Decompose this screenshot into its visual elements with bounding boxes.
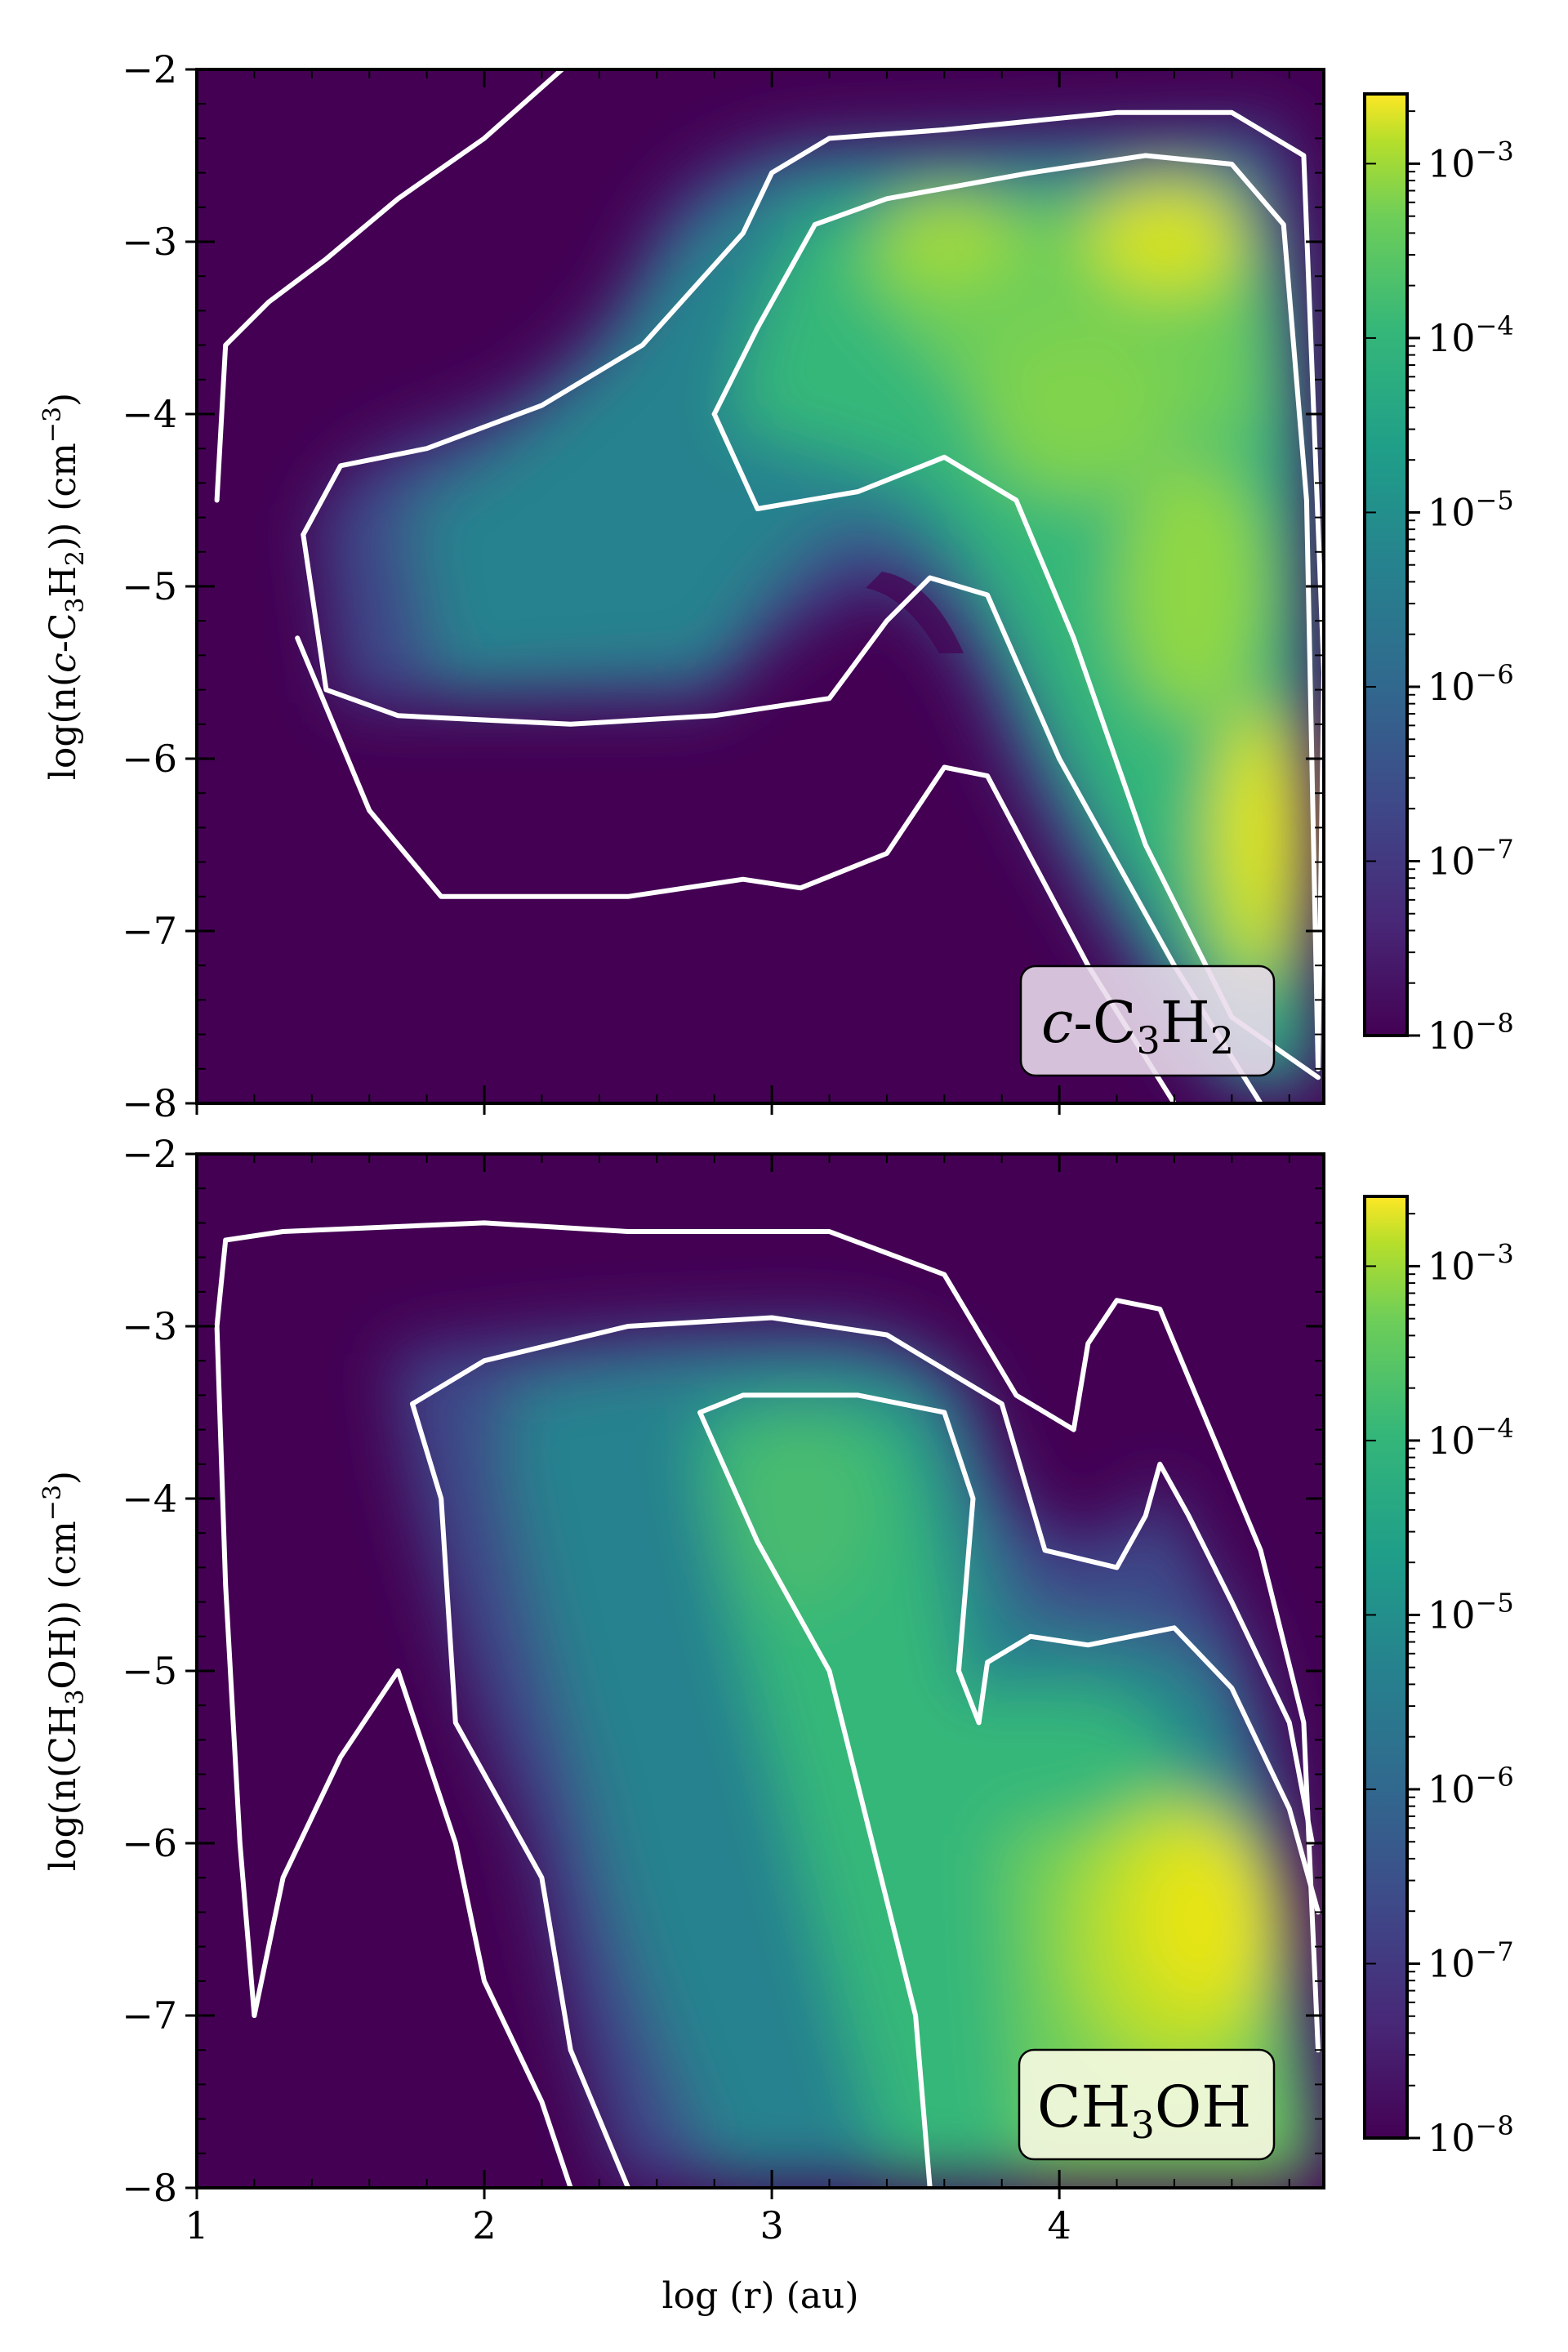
contour-line-mid (301, 109, 1324, 1071)
colorbar-tick-label: 10−8 (1428, 1008, 1514, 1058)
y-tick-label: −7 (122, 1993, 177, 2038)
panel-ch3oh: −8 −7 −6 −5 −4 −3 −2 1 2 3 4 CH3OH log(n(CH3OH)) … (38, 1132, 1325, 2317)
contour-line-inner (697, 1392, 982, 2188)
y-tick-label: −8 (122, 1081, 177, 1125)
contour-line-outer (214, 69, 565, 503)
colorbar-tick-label: 10−5 (1428, 1587, 1514, 1637)
x-tick-label: 2 (472, 2203, 496, 2247)
x-tick-label: 4 (1047, 2203, 1071, 2247)
y-axis-label-bot: log(n(CH3OH)) (cm−3) (38, 1471, 90, 1871)
colorbar-tick-label: 10−4 (1428, 1413, 1514, 1463)
ticks-top (185, 68, 1324, 1115)
colorbar-tick-label: 10−6 (1428, 659, 1514, 709)
colorbar-tick-label: 10−7 (1428, 1936, 1514, 1985)
y-tick-labels-bot: −8 −7 −6 −5 −4 −3 −2 (122, 1132, 177, 2210)
colorbar-tick-label: 10−7 (1428, 833, 1514, 883)
y-tick-label: −2 (122, 1132, 177, 1176)
contour-line-outer (214, 1220, 1321, 2053)
species-label-bot: CH3OH (1037, 2074, 1251, 2147)
colorbar-tick-label: 10−3 (1428, 136, 1514, 185)
colorbar-bot: 10−8 10−7 10−6 10−5 10−4 10−3 (1363, 1195, 1514, 2160)
contour-line-outer_left (252, 1668, 573, 2188)
species-label-top: c-C3H2 (1041, 989, 1234, 1062)
y-tick-label: −5 (122, 564, 177, 608)
contour-line-mid_inner (976, 1625, 1321, 1915)
contours-top (214, 69, 1324, 1103)
y-tick-label: −2 (122, 47, 177, 91)
colorbar-ticks-top: 10−8 10−7 10−6 10−5 10−4 10−3 (1365, 110, 1514, 1058)
colorbar-top: 10−8 10−7 10−6 10−5 10−4 10−3 (1363, 92, 1514, 1058)
y-tick-label: −5 (122, 1649, 177, 1693)
x-axis-label: log (r) (au) (662, 2275, 859, 2317)
colorbar-tick-label: 10−6 (1428, 1762, 1514, 1811)
contours-bot (214, 1220, 1321, 2188)
contour-line-mid (410, 1315, 1315, 2188)
ticks-bot (185, 1152, 1324, 2199)
x-tick-label: 3 (760, 2203, 783, 2247)
species-label-box-bot: CH3OH (1018, 2048, 1276, 2161)
contour-line-inner (711, 153, 1321, 1071)
contour-line-inner_lower (711, 412, 1321, 1080)
colorbar-tick-label: 10−4 (1428, 310, 1514, 360)
x-tick-label: 1 (185, 2203, 208, 2247)
x-tick-labels-bot: 1 2 3 4 (185, 2203, 1071, 2247)
contour-line-mid_lower (301, 532, 1263, 1103)
y-tick-label: −3 (122, 1304, 177, 1348)
colorbar-ticks-bot: 10−8 10−7 10−6 10−5 10−4 10−3 (1365, 1213, 1514, 2160)
y-tick-label: −3 (122, 220, 177, 264)
y-tick-label: −6 (122, 737, 177, 781)
y-tick-label: −4 (122, 1477, 177, 1521)
y-tick-label: −8 (122, 2166, 177, 2210)
y-tick-label: −6 (122, 1821, 177, 1865)
y-tick-label: −7 (122, 909, 177, 953)
colorbar-tick-label: 10−8 (1428, 2110, 1514, 2160)
colorbar-tick-label: 10−3 (1428, 1238, 1514, 1288)
panel-c-c3h2: −8 −7 −6 −5 −4 −3 −2 c-C3H2 log(n(c-C3H2)) (cm… (38, 47, 1325, 1125)
contour-line-outer2 (295, 635, 1177, 1103)
heatmap-field (318, 122, 1319, 1094)
species-label-box-top: c-C3H2 (1019, 964, 1276, 1077)
y-axis-label-top: log(n(c-C3H2)) (cm−3) (38, 393, 90, 780)
y-tick-labels-top: −8 −7 −6 −5 −4 −3 −2 (122, 47, 177, 1125)
y-tick-label: −4 (122, 392, 177, 436)
colorbar-tick-label: 10−5 (1428, 484, 1514, 534)
